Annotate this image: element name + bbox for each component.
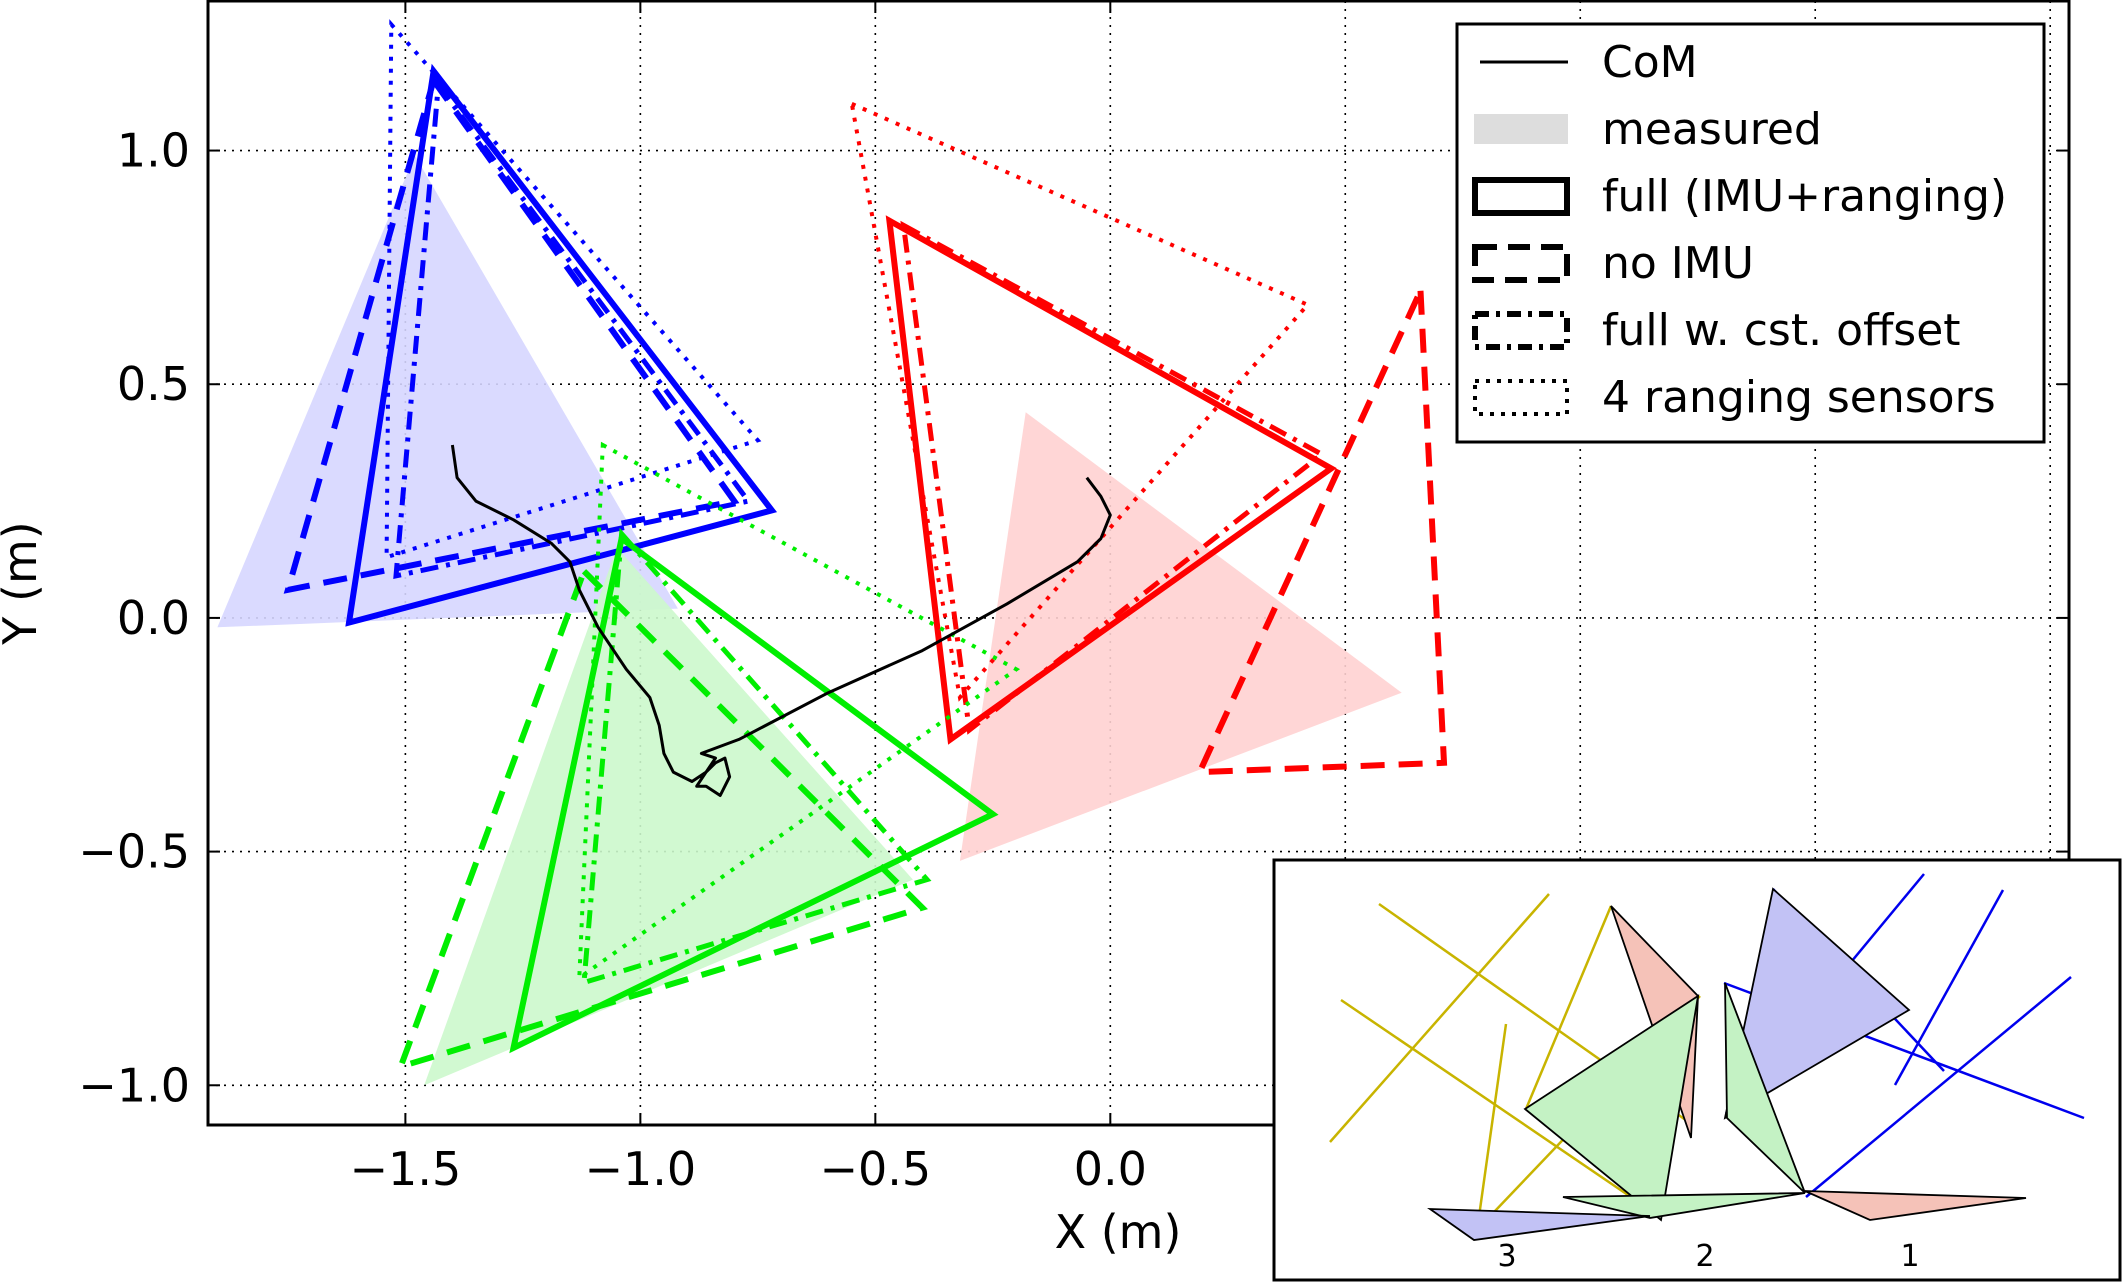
cst-offset-triangle-green xyxy=(581,527,932,986)
inset-label-2: 2 xyxy=(1695,1239,1714,1274)
legend-swatch-ranging4 xyxy=(1473,379,1569,416)
legend-swatch-no-imu xyxy=(1472,244,1570,283)
no-imu-triangle-green xyxy=(395,565,928,1072)
legend-label-full: full (IMU+ranging) xyxy=(1602,171,2007,222)
com-trajectory-layer xyxy=(450,444,1112,797)
cst-offset-triangle-red xyxy=(900,220,1327,735)
inset-triangle-blue-top xyxy=(1723,887,1911,1120)
plot-frame xyxy=(206,0,2071,1127)
inset-filled-triangles xyxy=(1427,887,2027,1241)
legend-swatch-full xyxy=(1472,177,1570,216)
legend: CoM measured full (IMU+ranging) no IMU f… xyxy=(1455,22,2046,444)
measured-triangle-green xyxy=(424,547,913,1086)
y-tick-label: 0.5 xyxy=(117,357,190,411)
cst-offset-triangle-blue xyxy=(393,78,753,580)
x-tick-label: −1.5 xyxy=(350,1142,462,1196)
y-tick-label: −1.0 xyxy=(78,1058,190,1112)
legend-label-cst-offset: full w. cst. offset xyxy=(1602,305,1961,356)
full-triangle-red xyxy=(885,215,1337,745)
inset-triangle-red-bottom xyxy=(1804,1190,2027,1221)
measured-triangle-blue xyxy=(217,155,678,628)
inset-triangle-green-left xyxy=(1523,994,1700,1222)
x-tick-label: 0.0 xyxy=(1074,1142,1147,1196)
legend-swatch-measured xyxy=(1474,114,1568,144)
y-tick-label: −0.5 xyxy=(78,825,190,879)
inset-triangle-green-bottom xyxy=(1562,1192,1806,1219)
inset-label-3: 3 xyxy=(1497,1239,1516,1274)
legend-label-measured: measured xyxy=(1602,104,1822,155)
x-tick-label: −1.0 xyxy=(585,1142,697,1196)
full-triangle-green xyxy=(509,533,999,1054)
com-path xyxy=(450,444,1112,797)
inset-label-1: 1 xyxy=(1900,1239,1919,1274)
legend-label-no-imu: no IMU xyxy=(1602,238,1754,289)
legend-label-com: CoM xyxy=(1602,37,1698,88)
measured-triangle-red xyxy=(959,412,1402,861)
ticks-layer: −1.5 −1.0 −0.5 0.0 1.0 0.5 0.0 −0.5 −1.0 xyxy=(78,1,2069,1196)
legend-swatch-cst-offset xyxy=(1472,311,1570,350)
inset-triangle-green-right xyxy=(1724,982,1806,1194)
inset-diagram: 3 2 1 xyxy=(1272,858,2122,1282)
no-imu-triangle-blue xyxy=(283,73,740,594)
y-tick-label: 1.0 xyxy=(117,124,190,178)
y-axis-label: Y (m) xyxy=(0,521,47,645)
ranging4-triangle-blue xyxy=(384,19,762,560)
y-tick-label: 0.0 xyxy=(117,591,190,645)
x-axis-label: X (m) xyxy=(1055,1205,1182,1259)
legend-box xyxy=(1455,22,2046,444)
inset-frame xyxy=(1272,858,2122,1282)
no-imu-triangle-red xyxy=(1194,289,1448,776)
full-triangle-blue xyxy=(345,63,778,627)
x-tick-label: −0.5 xyxy=(819,1142,931,1196)
inset-triangle-blue-bottom xyxy=(1427,1208,1651,1241)
legend-label-ranging4: 4 ranging sensors xyxy=(1602,372,1996,423)
triangles-layer xyxy=(217,19,1448,1086)
